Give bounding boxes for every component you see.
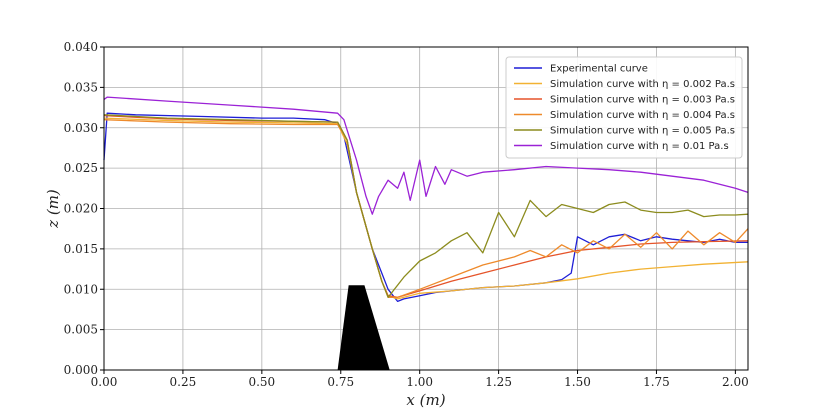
y-tick-label: 0.025 — [64, 161, 98, 175]
y-tick-label: 0.040 — [64, 40, 98, 54]
legend-label-1: Simulation curve with η = 0.002 Pa.s — [550, 79, 735, 90]
y-tick-label: 0.035 — [64, 80, 98, 94]
x-tick-label: 0.50 — [248, 375, 275, 389]
series-line-1 — [103, 117, 749, 300]
x-tick-label: 0.75 — [327, 375, 354, 389]
series-line-4 — [103, 114, 749, 298]
legend-label-4: Simulation curve with η = 0.005 Pa.s — [550, 126, 735, 137]
x-tick-label: 0.00 — [91, 375, 118, 389]
legend: Experimental curve Simulation curve with … — [505, 56, 743, 159]
y-axis-ticks: 0.000 0.005 0.010 0.015 0.020 0.025 0.030 0.035… — [64, 40, 104, 377]
x-tick-label: 1.00 — [406, 375, 433, 389]
legend-label-2: Simulation curve with η = 0.003 Pa.s — [550, 95, 735, 106]
x-tick-label: 1.25 — [485, 375, 512, 389]
x-axis-label: x (m) — [406, 391, 445, 409]
y-tick-label: 0.015 — [64, 242, 98, 256]
y-tick-label: 0.000 — [64, 363, 98, 377]
y-tick-label: 0.030 — [64, 121, 98, 135]
x-tick-label: 1.50 — [564, 375, 591, 389]
legend-box — [505, 56, 743, 159]
legend-label-5: Simulation curve with η = 0.01 Pa.s — [550, 141, 729, 152]
x-tick-label: 0.25 — [170, 375, 197, 389]
y-tick-label: 0.010 — [64, 282, 98, 296]
legend-label-3: Simulation curve with η = 0.004 Pa.s — [550, 110, 735, 121]
series-line-5 — [103, 96, 749, 215]
series-lines — [103, 96, 749, 303]
obstacle-shape — [337, 285, 390, 370]
x-tick-label: 2.00 — [722, 375, 749, 389]
obstacle-layer — [337, 285, 390, 370]
x-tick-label: 1.75 — [643, 375, 670, 389]
legend-label-0: Experimental curve — [550, 64, 648, 75]
y-tick-label: 0.005 — [64, 323, 98, 337]
y-tick-label: 0.020 — [64, 202, 98, 216]
x-axis-ticks: 0.00 0.25 0.50 0.75 1.00 1.25 1.50 1.75 2.00 — [91, 370, 749, 389]
y-axis-label: z (m) — [44, 189, 62, 229]
